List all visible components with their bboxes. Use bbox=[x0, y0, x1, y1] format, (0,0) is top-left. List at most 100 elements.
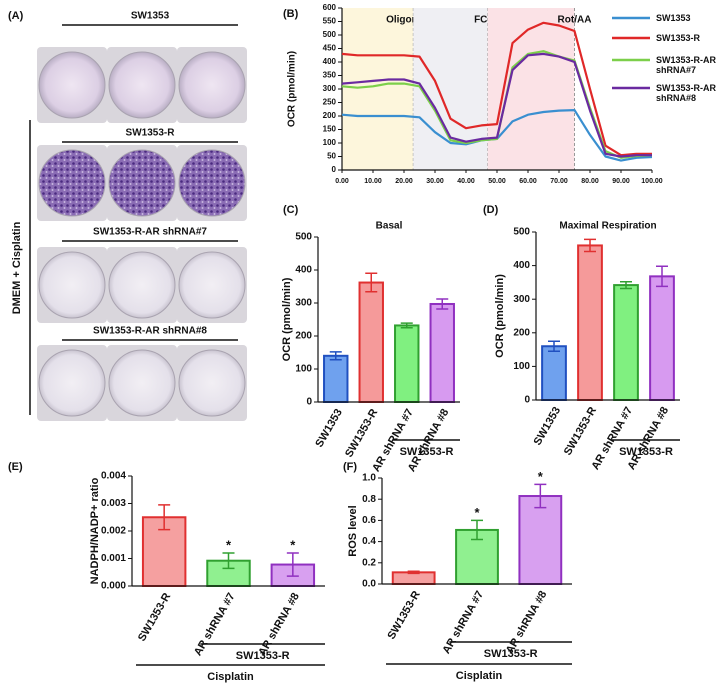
y-tick-label: 0.004 bbox=[101, 471, 126, 482]
error-bar bbox=[620, 280, 632, 290]
y-tick-label: 0.001 bbox=[101, 553, 126, 564]
panel-label: (F) bbox=[343, 461, 357, 473]
y-tick-label: 400 bbox=[295, 265, 312, 276]
error-bar bbox=[400, 322, 413, 329]
error-bar bbox=[329, 351, 342, 361]
well bbox=[38, 251, 106, 319]
group-label: Cisplatin bbox=[207, 671, 254, 683]
x-tick-label: AR shRNA #8 bbox=[504, 589, 550, 656]
y-tick-label: 500 bbox=[513, 227, 530, 238]
bar bbox=[613, 284, 639, 402]
well bbox=[178, 251, 246, 319]
x-tick-label: 50.00 bbox=[488, 178, 506, 185]
y-tick-label: 350 bbox=[323, 71, 337, 80]
x-tick-label: SW1353-R bbox=[343, 407, 380, 460]
legend-label: SW1353-R bbox=[656, 33, 701, 43]
y-tick-label: 500 bbox=[295, 232, 312, 243]
y-tick-label: 400 bbox=[323, 57, 337, 66]
panel-label: (C) bbox=[283, 204, 299, 216]
y-tick-label: 0.003 bbox=[101, 498, 126, 509]
well bbox=[108, 149, 176, 217]
x-tick-label: SW1353-R bbox=[136, 591, 173, 644]
y-tick-label: 0 bbox=[306, 397, 312, 408]
series-line bbox=[341, 52, 652, 158]
x-tick-label: 70.00 bbox=[550, 178, 568, 185]
bar bbox=[541, 345, 567, 401]
y-tick-label: 100 bbox=[323, 138, 337, 147]
x-tick-label: AR shRNA #7 bbox=[192, 591, 238, 658]
legend-label: SW1353 bbox=[656, 13, 691, 23]
error-bar bbox=[471, 519, 483, 541]
y-tick-label: 0.000 bbox=[101, 581, 126, 592]
well bbox=[38, 149, 106, 217]
x-tick-label: SW1353 bbox=[532, 405, 563, 448]
y-tick-label: 0 bbox=[524, 395, 530, 406]
error-bar bbox=[548, 340, 560, 353]
well bbox=[178, 149, 246, 217]
error-bar bbox=[534, 483, 547, 509]
y-tick-label: 500 bbox=[323, 30, 337, 39]
x-tick-label: 30.00 bbox=[426, 178, 444, 185]
well bbox=[38, 51, 106, 119]
error-bar bbox=[436, 298, 449, 310]
chart-title: Basal bbox=[376, 221, 403, 232]
x-tick-label: 60.00 bbox=[519, 178, 537, 185]
panel-label: (A) bbox=[8, 10, 24, 22]
error-bar bbox=[222, 552, 235, 570]
error-bar bbox=[286, 552, 299, 577]
y-tick-label: 100 bbox=[513, 361, 530, 372]
legend-label: SW1353-R-AR shRNA#7 bbox=[656, 55, 717, 75]
well bbox=[108, 51, 176, 119]
x-tick-label: 100.00 bbox=[641, 178, 663, 185]
error-bar bbox=[407, 570, 420, 575]
bar bbox=[394, 324, 420, 403]
y-tick-label: 300 bbox=[323, 84, 337, 93]
panel-label: (E) bbox=[8, 461, 23, 473]
phase-shade bbox=[413, 8, 488, 170]
y-tick-label: 0.4 bbox=[362, 536, 376, 547]
chart-title: Maximal Respiration bbox=[559, 221, 656, 232]
y-tick-label: 100 bbox=[295, 364, 312, 375]
bar bbox=[429, 302, 455, 403]
y-tick-label: 0.0 bbox=[362, 579, 376, 590]
x-tick-label: 10.00 bbox=[364, 178, 382, 185]
error-bar bbox=[584, 238, 596, 253]
y-tick-label: 450 bbox=[323, 44, 337, 53]
row-title: SW1353-R bbox=[126, 128, 176, 139]
group-label: SW1353-R bbox=[400, 446, 454, 458]
bar bbox=[649, 275, 675, 401]
x-tick-label: 40.00 bbox=[457, 178, 475, 185]
y-tick-label: 200 bbox=[323, 111, 337, 120]
panel-label: (B) bbox=[283, 8, 299, 20]
group-label: SW1353-R bbox=[236, 650, 290, 662]
x-tick-label: 80.00 bbox=[581, 178, 599, 185]
y-axis-label: OCR (pmol/min) bbox=[281, 277, 293, 361]
bar bbox=[323, 354, 349, 403]
significance-star: * bbox=[226, 537, 232, 552]
group-label: Cisplatin bbox=[456, 670, 503, 682]
phase-shade bbox=[487, 8, 575, 170]
well bbox=[108, 349, 176, 417]
x-tick-label: AR shRNA #8 bbox=[256, 591, 302, 658]
y-tick-label: 250 bbox=[323, 98, 337, 107]
y-tick-label: 0.002 bbox=[101, 526, 126, 537]
row-title: SW1353 bbox=[131, 11, 170, 22]
y-axis-label: NADPH/NADP+ ratio bbox=[89, 477, 101, 584]
y-axis-label: OCR (pmol/min) bbox=[287, 51, 298, 127]
significance-star: * bbox=[538, 469, 544, 484]
y-tick-label: 0.6 bbox=[362, 515, 376, 526]
legend-label: SW1353-R-AR shRNA#8 bbox=[656, 83, 717, 103]
y-tick-label: 0.2 bbox=[362, 557, 376, 568]
well bbox=[38, 349, 106, 417]
side-label: DMEM + Cisplatin bbox=[11, 221, 23, 314]
y-axis-label: ROS level bbox=[347, 505, 359, 556]
well bbox=[108, 251, 176, 319]
y-tick-label: 150 bbox=[323, 125, 337, 134]
series-line bbox=[341, 21, 652, 157]
group-label: SW1353-R bbox=[619, 446, 673, 458]
y-tick-label: 300 bbox=[295, 298, 312, 309]
x-tick-label: 20.00 bbox=[395, 178, 413, 185]
y-tick-label: 1.0 bbox=[362, 473, 376, 484]
